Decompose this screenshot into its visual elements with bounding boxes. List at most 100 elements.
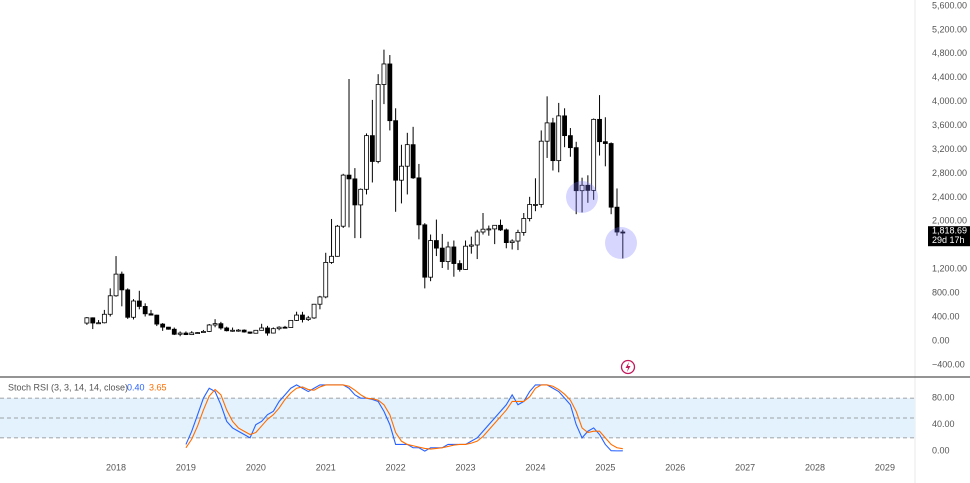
- candle-body: [119, 273, 125, 291]
- candle-body: [602, 141, 608, 144]
- candle-body: [195, 332, 201, 334]
- candle-body: [183, 332, 189, 336]
- y-tick-label: 3,200.00: [932, 144, 967, 154]
- legend-d-value: 3.65: [149, 382, 167, 392]
- candle-body: [364, 135, 369, 190]
- candle-body: [340, 174, 346, 227]
- candle-body: [585, 184, 591, 191]
- candle-body: [515, 232, 521, 242]
- legend-k-value: 0.40: [127, 382, 145, 392]
- candle-body: [160, 323, 166, 328]
- candle-body: [567, 135, 573, 149]
- highlight-circle: [566, 181, 598, 213]
- candle-body: [154, 314, 160, 325]
- candle-body: [492, 224, 498, 230]
- candle-body: [230, 329, 235, 332]
- candle-body: [241, 329, 247, 333]
- y-tick-label: 80.00: [932, 393, 955, 403]
- x-tick-label: 2028: [805, 462, 825, 472]
- candle-body: [218, 323, 224, 329]
- candle-body: [358, 188, 364, 206]
- x-tick-label: 2021: [316, 462, 336, 472]
- y-tick-label: 400.00: [932, 311, 960, 321]
- candle-body: [498, 224, 503, 231]
- candle-body: [189, 332, 195, 336]
- highlight-circle: [605, 227, 637, 259]
- candle-body: [96, 322, 101, 325]
- last-price-label: 1,818.69: [932, 226, 967, 236]
- candle-body: [457, 263, 463, 270]
- candle-body: [428, 240, 433, 278]
- candle-body: [399, 165, 404, 181]
- candle-body: [451, 246, 457, 264]
- y-tick-label: 4,800.00: [932, 48, 967, 58]
- candle-body: [562, 115, 567, 137]
- candle-body: [369, 135, 375, 162]
- candle-body: [486, 228, 492, 231]
- y-tick-label: 5,200.00: [932, 24, 967, 34]
- candle-body: [125, 289, 131, 318]
- lightning-icon[interactable]: [620, 359, 636, 375]
- candle-body: [282, 326, 288, 329]
- candle-body: [556, 115, 562, 162]
- candle-body: [573, 147, 579, 192]
- candle-body: [305, 317, 311, 320]
- candle-body: [480, 228, 486, 233]
- candle-body: [177, 332, 183, 335]
- candle-body: [393, 120, 399, 181]
- candle-body: [614, 206, 620, 233]
- x-tick-label: 2024: [525, 462, 545, 472]
- x-tick-label: 2026: [665, 462, 685, 472]
- candle-body: [463, 245, 468, 270]
- candle-body: [107, 295, 113, 315]
- candle-body: [247, 331, 253, 334]
- candle-body: [544, 122, 550, 142]
- stoch-line: [185, 384, 623, 450]
- candle-body: [90, 317, 96, 324]
- candle-body: [317, 296, 323, 305]
- y-tick-label: 5,600.00: [932, 0, 967, 10]
- candle-body: [166, 326, 171, 330]
- x-tick-label: 2018: [106, 462, 126, 472]
- candle-body: [235, 329, 241, 332]
- countdown-label: 29d 17h: [932, 235, 965, 245]
- candle-body: [136, 300, 142, 307]
- candle-body: [270, 328, 276, 334]
- y-tick-label: 3,600.00: [932, 120, 967, 130]
- candle-body: [259, 327, 265, 331]
- indicator-title: Stoch RSI (3, 3, 14, 14, close): [8, 382, 128, 392]
- x-tick-label: 2020: [246, 462, 266, 472]
- candle-body: [375, 84, 381, 162]
- candle-body: [620, 231, 626, 234]
- x-tick-label: 2027: [735, 462, 755, 472]
- candle-body: [323, 262, 329, 298]
- candle-body: [171, 328, 177, 335]
- candle-body: [212, 323, 218, 326]
- candle-body: [300, 314, 305, 320]
- candle-body: [352, 178, 358, 206]
- candle-body: [533, 204, 538, 206]
- candle-body: [597, 118, 602, 143]
- candle-body: [131, 300, 136, 318]
- y-tick-label: 0.00: [932, 335, 950, 345]
- candle-body: [253, 329, 259, 334]
- candle-body: [579, 184, 585, 192]
- y-tick-label: 2,000.00: [932, 216, 967, 226]
- y-tick-label: 2,400.00: [932, 192, 967, 202]
- candle-body: [503, 229, 509, 244]
- candle-body: [206, 324, 212, 332]
- candle-body: [101, 313, 107, 324]
- icon-bolt: [625, 362, 631, 372]
- candle-body: [346, 174, 352, 180]
- candle-body: [433, 240, 439, 249]
- candle-body: [265, 327, 270, 334]
- candle-body: [288, 319, 294, 328]
- y-tick-label: −400.00: [932, 359, 965, 369]
- candle-body: [550, 122, 556, 162]
- candle-body: [422, 224, 428, 278]
- candle-body: [509, 240, 515, 244]
- stoch-band-layer: [0, 397, 915, 439]
- candle-body: [527, 204, 533, 219]
- marks-layer: −400.00 0.00 400.00 800.00 1,200.00 2,000.00 2…: [84, 0, 967, 472]
